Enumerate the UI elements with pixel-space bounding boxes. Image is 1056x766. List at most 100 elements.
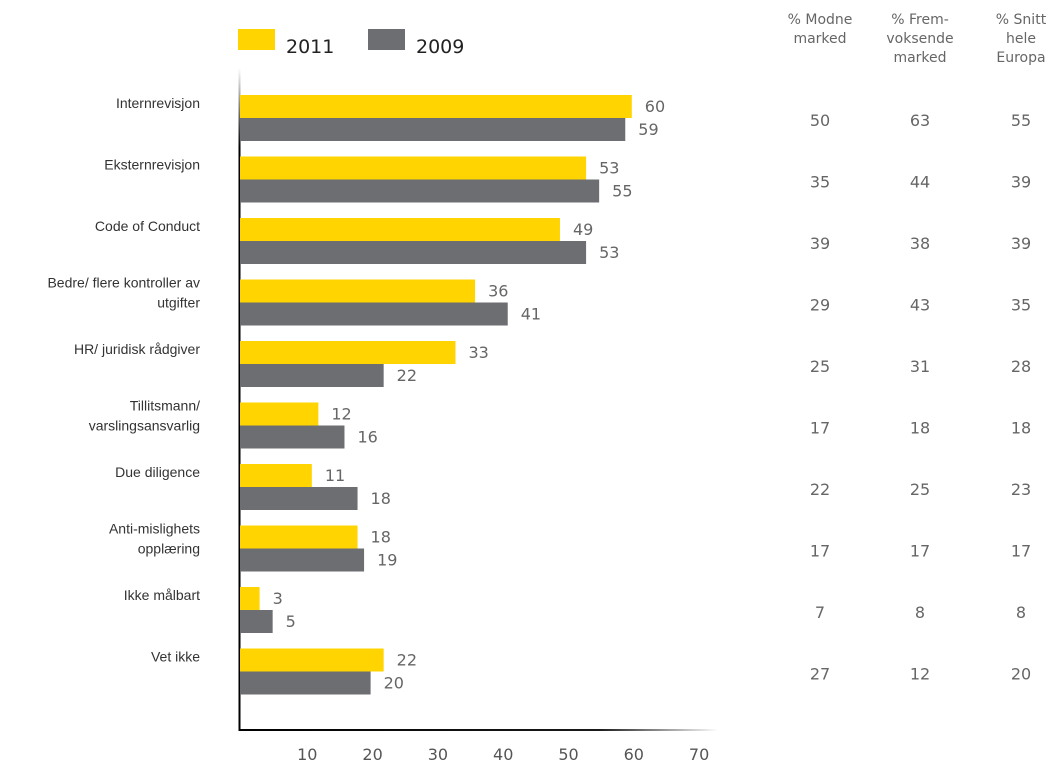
bar-2009	[240, 425, 345, 449]
table-cell: 35	[1011, 296, 1031, 315]
bar-2011	[240, 587, 260, 610]
x-tick-label: 60	[624, 745, 644, 764]
table-column-header: % Frem-	[891, 12, 949, 28]
table-cell: 50	[810, 111, 830, 130]
table-cell: 17	[910, 542, 930, 561]
table-cell: 7	[815, 603, 825, 622]
legend-swatch-2011	[238, 29, 275, 50]
value-label-2009: 53	[599, 243, 619, 262]
table-cell: 12	[910, 665, 930, 684]
category-label: Bedre/ flere kontroller av	[47, 275, 200, 291]
value-label-2011: 33	[468, 343, 488, 362]
category-label: Tillitsmann/	[130, 398, 200, 414]
bar-2009	[240, 671, 371, 695]
value-label-2011: 18	[371, 528, 391, 547]
table-cell: 38	[910, 234, 930, 253]
value-label-2009: 55	[612, 182, 632, 201]
value-label-2009: 59	[638, 120, 658, 139]
x-axis-line	[238, 729, 719, 731]
category-label: Eksternrevisjon	[104, 157, 200, 173]
table-column-header: marked	[893, 50, 946, 66]
x-tick-label: 70	[689, 745, 709, 764]
category-label: Due diligence	[115, 464, 200, 480]
table-column-header: % Modne	[788, 12, 853, 28]
table-cell: 8	[915, 603, 925, 622]
value-label-2011: 36	[488, 282, 508, 301]
bar-2011	[240, 464, 312, 487]
value-label-2009: 5	[286, 612, 296, 631]
bar-2011	[240, 341, 456, 364]
category-label: opplæring	[138, 541, 200, 557]
x-tick-label: 10	[297, 745, 317, 764]
value-label-2009: 41	[521, 305, 541, 324]
value-label-2011: 12	[331, 405, 351, 424]
value-label-2011: 11	[325, 466, 345, 485]
value-label-2009: 18	[371, 489, 391, 508]
value-label-2011: 60	[645, 97, 665, 116]
value-label-2011: 22	[397, 651, 417, 670]
table-cell: 39	[1011, 234, 1031, 253]
value-label-2009: 22	[397, 366, 417, 385]
value-label-2009: 16	[357, 428, 377, 447]
legend-label-2011: 2011	[286, 36, 334, 58]
table-cell: 18	[1011, 419, 1031, 438]
bar-2011	[240, 525, 358, 549]
category-label: Anti-mislighets	[109, 521, 200, 537]
category-label: Internrevisjon	[116, 95, 200, 111]
bar-2009	[240, 364, 384, 387]
table-cell: 22	[810, 480, 830, 499]
table-column-header: Europa	[996, 50, 1045, 66]
table-cell: 17	[810, 542, 830, 561]
table-cell: 25	[910, 480, 930, 499]
value-label-2011: 49	[573, 220, 593, 239]
table-cell: 29	[810, 296, 830, 315]
bar-2009	[240, 118, 626, 141]
table-cell: 17	[810, 419, 830, 438]
table-cell: 39	[1011, 173, 1031, 192]
bar-2009	[240, 302, 508, 326]
table-cell: 44	[910, 173, 930, 192]
bar-2009	[240, 487, 358, 510]
table-column-header: hele	[1006, 31, 1036, 47]
table-column-header: % Snitt	[996, 12, 1047, 28]
bar-2011	[240, 402, 319, 426]
x-tick-label: 50	[558, 745, 578, 764]
bar-2009	[240, 241, 587, 264]
category-label: Code of Conduct	[95, 218, 200, 234]
value-label-2011: 3	[273, 589, 283, 608]
table-cell: 43	[910, 296, 930, 315]
bar-2009	[240, 179, 600, 203]
bar-2009	[240, 610, 273, 633]
category-label: varslingsansvarlig	[89, 418, 200, 434]
category-label: Ikke målbart	[124, 587, 200, 603]
value-label-2009: 20	[384, 674, 404, 693]
bar-2011	[240, 648, 384, 672]
bar-2011	[240, 156, 587, 180]
table-cell: 23	[1011, 480, 1031, 499]
category-label: Vet ikke	[151, 649, 200, 665]
table-cell: 63	[910, 111, 930, 130]
legend-label-2009: 2009	[416, 36, 464, 58]
bar-2009	[240, 548, 365, 572]
table-cell: 27	[810, 665, 830, 684]
table-cell: 35	[810, 173, 830, 192]
table-column-header: voksende	[886, 31, 953, 47]
table-cell: 8	[1016, 603, 1026, 622]
table-cell: 20	[1011, 665, 1031, 684]
x-tick-label: 30	[428, 745, 448, 764]
y-axis-line	[238, 68, 241, 730]
table-column-header: marked	[793, 31, 846, 47]
table-cell: 28	[1011, 357, 1031, 376]
table-cell: 39	[810, 234, 830, 253]
value-label-2009: 19	[377, 551, 397, 570]
value-label-2011: 53	[599, 159, 619, 178]
x-tick-label: 20	[362, 745, 382, 764]
table-cell: 18	[910, 419, 930, 438]
category-label: HR/ juridisk rådgiver	[74, 341, 200, 357]
legend-swatch-2009	[368, 29, 405, 50]
bar-2011	[240, 279, 476, 303]
table-cell: 25	[810, 357, 830, 376]
table-cell: 17	[1011, 542, 1031, 561]
x-tick-label: 40	[493, 745, 513, 764]
